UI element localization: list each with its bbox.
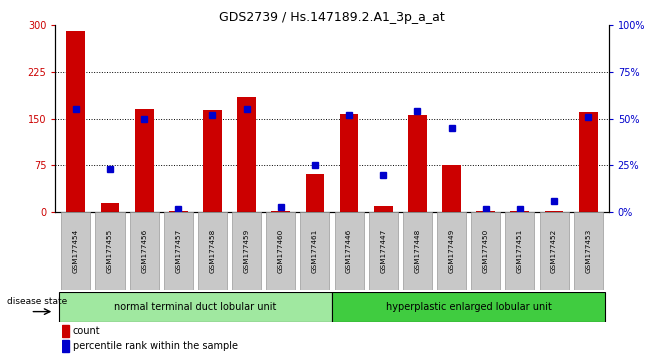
Text: normal terminal duct lobular unit: normal terminal duct lobular unit xyxy=(114,302,277,312)
Text: GSM177449: GSM177449 xyxy=(449,229,454,273)
Text: percentile rank within the sample: percentile rank within the sample xyxy=(73,342,238,352)
Text: GSM177450: GSM177450 xyxy=(483,229,489,273)
Bar xyxy=(477,211,495,212)
Title: GDS2739 / Hs.147189.2.A1_3p_a_at: GDS2739 / Hs.147189.2.A1_3p_a_at xyxy=(219,11,445,24)
Bar xyxy=(305,173,324,212)
Bar xyxy=(545,211,563,212)
Bar xyxy=(335,212,364,290)
Bar xyxy=(101,203,119,212)
Bar xyxy=(96,212,124,290)
Bar xyxy=(169,211,187,212)
Bar xyxy=(374,206,393,212)
Bar xyxy=(368,212,398,290)
Bar xyxy=(540,212,568,290)
Text: GSM177454: GSM177454 xyxy=(73,229,79,273)
Bar xyxy=(510,211,529,212)
Text: hyperplastic enlarged lobular unit: hyperplastic enlarged lobular unit xyxy=(385,302,551,312)
Bar xyxy=(62,325,69,337)
Bar xyxy=(579,112,598,212)
Text: GSM177458: GSM177458 xyxy=(210,229,215,273)
Text: GSM177446: GSM177446 xyxy=(346,229,352,273)
Text: GSM177459: GSM177459 xyxy=(243,229,249,273)
Bar xyxy=(271,211,290,212)
Bar xyxy=(237,97,256,212)
Text: GSM177457: GSM177457 xyxy=(175,229,181,273)
Text: count: count xyxy=(73,326,100,336)
Bar xyxy=(61,212,90,290)
Text: GSM177461: GSM177461 xyxy=(312,229,318,273)
Bar xyxy=(403,212,432,290)
Text: GSM177460: GSM177460 xyxy=(278,229,284,273)
Text: GSM177455: GSM177455 xyxy=(107,229,113,273)
Bar xyxy=(437,212,466,290)
Bar xyxy=(59,292,332,322)
Text: disease state: disease state xyxy=(7,297,67,306)
Bar xyxy=(164,212,193,290)
Text: GSM177447: GSM177447 xyxy=(380,229,386,273)
Text: GSM177448: GSM177448 xyxy=(415,229,421,273)
Bar xyxy=(340,114,359,212)
Bar xyxy=(66,31,85,212)
Text: GSM177456: GSM177456 xyxy=(141,229,147,273)
Text: GSM177451: GSM177451 xyxy=(517,229,523,273)
Bar xyxy=(408,115,427,212)
Bar xyxy=(442,165,461,212)
Bar xyxy=(135,109,154,212)
Bar xyxy=(505,212,534,290)
Bar xyxy=(574,212,603,290)
Bar xyxy=(300,212,329,290)
Bar xyxy=(266,212,296,290)
Bar xyxy=(471,212,500,290)
Bar xyxy=(203,110,222,212)
Bar xyxy=(62,341,69,353)
Text: GSM177452: GSM177452 xyxy=(551,229,557,273)
Text: GSM177453: GSM177453 xyxy=(585,229,591,273)
Bar xyxy=(130,212,159,290)
Bar xyxy=(232,212,261,290)
Bar xyxy=(198,212,227,290)
Bar xyxy=(332,292,605,322)
